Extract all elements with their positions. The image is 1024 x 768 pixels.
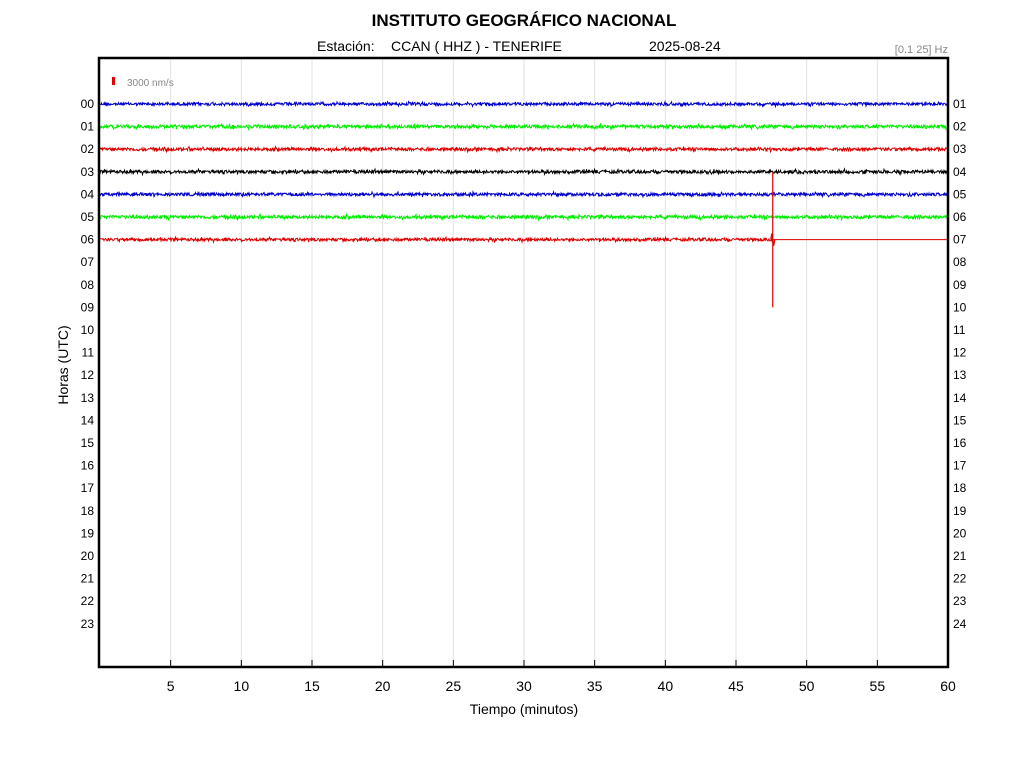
- x-tick-label: 20: [375, 678, 391, 694]
- seismic-trace-02: [99, 144, 949, 154]
- y-tick-label-right: 24: [953, 617, 967, 631]
- seismic-trace-03: [99, 167, 949, 177]
- x-tick-label: 60: [940, 678, 956, 694]
- seismic-trace-00: [99, 100, 949, 109]
- y-tick-label-left: 11: [82, 346, 95, 360]
- y-tick-label-left: 05: [81, 210, 95, 224]
- x-tick-label: 35: [587, 678, 603, 694]
- x-tick-label: 40: [658, 678, 674, 694]
- y-tick-label-left: 09: [81, 300, 95, 314]
- seismic-trace-06: [99, 235, 773, 244]
- y-tick-label-left: 16: [81, 459, 95, 473]
- scale-bar: [112, 77, 115, 85]
- y-tick-label-left: 07: [81, 255, 95, 269]
- y-tick-label-right: 23: [953, 594, 967, 608]
- y-tick-label-right: 04: [953, 165, 967, 179]
- y-tick-label-right: 21: [953, 549, 967, 563]
- y-tick-label-right: 17: [953, 459, 967, 473]
- y-tick-label-right: 16: [953, 436, 967, 450]
- x-axis: 5 10 15 20 25 30 35 40 45 50 55 60: [167, 660, 956, 694]
- y-tick-label-right: 20: [953, 526, 967, 540]
- y-tick-label-left: 12: [81, 368, 95, 382]
- y-tick-label-left: 13: [81, 391, 95, 405]
- x-tick-label: 15: [304, 678, 320, 694]
- x-tick-label: 55: [870, 678, 886, 694]
- x-axis-label: Tiempo (minutos): [470, 701, 578, 717]
- y-tick-label-right: 22: [953, 572, 967, 586]
- x-tick-label: 45: [728, 678, 744, 694]
- chart-title: INSTITUTO GEOGRÁFICO NACIONAL: [372, 11, 677, 30]
- y-tick-label-right: 14: [953, 391, 967, 405]
- y-tick-label-left: 18: [81, 504, 95, 518]
- y-tick-label-right: 13: [953, 368, 967, 382]
- seismic-trace-05: [99, 212, 949, 222]
- y-tick-label-left: 10: [81, 323, 95, 337]
- seismic-trace-04: [99, 189, 949, 199]
- y-tick-label-left: 23: [81, 617, 95, 631]
- y-axis-left: 00 01 02 03 04 05 06 07 08 09 10 11 12 13 14 15 16 17 18 19…: [81, 97, 95, 631]
- y-axis-right: 01 02 03 04 05 06 07 08 09 10 11 12 13 14 15 16 17 18 19 20…: [953, 97, 967, 631]
- y-tick-label-right: 05: [953, 187, 967, 201]
- x-tick-label: 30: [516, 678, 532, 694]
- y-tick-label-left: 20: [81, 549, 95, 563]
- y-tick-label-left: 19: [81, 526, 95, 540]
- y-tick-label-left: 04: [81, 187, 95, 201]
- y-tick-label-right: 03: [953, 142, 967, 156]
- spike-wiggle: [770, 233, 776, 246]
- scale-label: 3000 nm/s: [127, 78, 174, 89]
- y-tick-label-left: 17: [81, 481, 95, 495]
- y-tick-label-left: 00: [81, 97, 95, 111]
- y-tick-label-left: 14: [81, 413, 95, 427]
- y-tick-label-left: 21: [81, 572, 95, 586]
- y-tick-label-right: 02: [953, 120, 967, 134]
- y-tick-label-left: 06: [81, 233, 95, 247]
- x-tick-label: 10: [234, 678, 250, 694]
- x-tick-label: 25: [446, 678, 462, 694]
- y-tick-label-left: 08: [81, 278, 95, 292]
- grid: [170, 59, 878, 666]
- y-tick-label-right: 01: [953, 97, 967, 111]
- y-tick-label-right: 06: [953, 210, 967, 224]
- y-tick-label-right: 09: [953, 278, 967, 292]
- y-tick-label-right: 11: [953, 323, 966, 337]
- y-tick-label-left: 22: [81, 594, 95, 608]
- y-tick-label-right: 15: [953, 413, 967, 427]
- station-date: 2025-08-24: [649, 38, 721, 54]
- x-tick-label: 50: [799, 678, 815, 694]
- y-tick-label-left: 01: [81, 120, 95, 134]
- y-tick-label-right: 10: [953, 300, 967, 314]
- y-tick-label-left: 02: [81, 142, 95, 156]
- y-tick-label-right: 18: [953, 481, 967, 495]
- y-axis-label: Horas (UTC): [55, 325, 71, 404]
- y-tick-label-right: 19: [953, 504, 967, 518]
- y-tick-label-right: 12: [953, 346, 967, 360]
- x-tick-label: 5: [167, 678, 175, 694]
- filter-band: [0.1 25] Hz: [895, 44, 948, 56]
- seismic-trace-01: [99, 122, 949, 131]
- y-tick-label-right: 07: [953, 233, 967, 247]
- y-tick-label-left: 03: [81, 165, 95, 179]
- traces: [99, 100, 949, 308]
- y-tick-label-left: 15: [81, 436, 95, 450]
- station-name: CCAN ( HHZ ) - TENERIFE: [391, 38, 562, 54]
- y-tick-label-right: 08: [953, 255, 967, 269]
- station-prefix: Estación:: [317, 38, 375, 54]
